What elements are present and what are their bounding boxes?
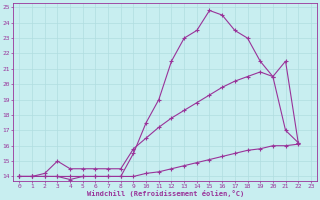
X-axis label: Windchill (Refroidissement éolien,°C): Windchill (Refroidissement éolien,°C) <box>86 190 244 197</box>
